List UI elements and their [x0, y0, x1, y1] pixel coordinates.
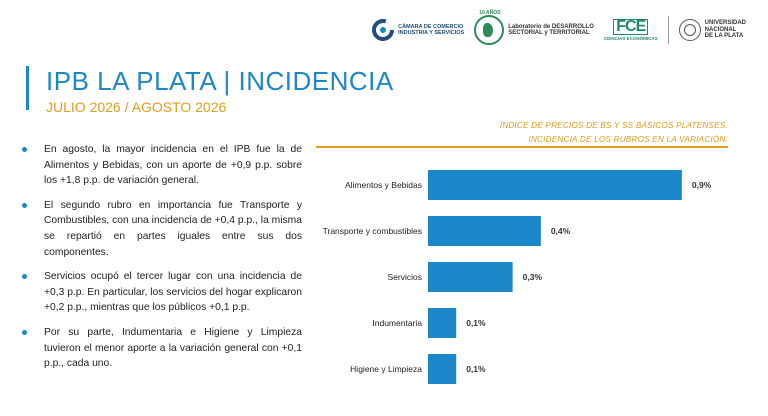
category-label: Servicios	[388, 272, 422, 282]
camara-name-line1: CÁMARA DE COMERCIO	[398, 23, 464, 30]
unlp-logo: UNIVERSIDAD NACIONAL DE LA PLATA	[678, 19, 746, 41]
bullet-item: En agosto, la mayor incidencia en el IPB…	[20, 142, 302, 189]
bar	[428, 262, 513, 292]
bullet-dot	[22, 274, 27, 280]
bar-value-label: 0,1%	[466, 364, 486, 374]
bar-value-label: 0,1%	[466, 318, 486, 328]
laboratorio-logo: 10 AÑOS Laboratorio de DESARROLLO SECTOR…	[474, 10, 594, 45]
bullet-text: Por su parte, Indumentaria e Higiene y L…	[44, 326, 302, 370]
category-label: Indumentaria	[372, 318, 422, 328]
camara-logo: CÁMARA DE COMERCIO INDUSTRIA Y SERVICIOS	[372, 19, 464, 41]
bullet-text: En agosto, la mayor incidencia en el IPB…	[44, 144, 302, 187]
camara-icon	[372, 19, 395, 41]
chart-title-rule	[316, 146, 728, 148]
lab-name-line1: Laboratorio de DESARROLLO	[508, 23, 594, 30]
bar	[428, 216, 541, 246]
lab-years-label: 10 AÑOS	[479, 10, 501, 16]
bullet-text: El segundo rubro en importancia fue Tran…	[44, 199, 302, 258]
bullet-dot	[22, 147, 27, 152]
laboratorio-icon: 10 AÑOS	[474, 10, 505, 45]
title-accent-bar	[26, 66, 29, 110]
page-title: IPB LA PLATA | INCIDENCIA	[46, 66, 394, 96]
bullet-dot	[22, 202, 27, 208]
fce-subtitle: CIENCIAS ECONÓMICAS	[603, 36, 658, 41]
bullet-item: El segundo rubro en importancia fue Tran…	[20, 198, 302, 260]
header-logos: CÁMARA DE COMERCIO INDUSTRIA Y SERVICIOS…	[372, 10, 746, 46]
category-label: Alimentos y Bebidas	[345, 180, 422, 190]
bullet-list: En agosto, la mayor incidencia en el IPB…	[20, 142, 302, 381]
chart-title-line1: ÍNDICE DE PRECIOS DE BS Y SS BÁSICOS PLA…	[499, 121, 728, 130]
category-label: Higiene y Limpieza	[350, 364, 422, 374]
page-subtitle: JULIO 2026 / AGOSTO 2026	[46, 99, 227, 115]
bar	[428, 308, 457, 338]
lab-name-line2: SECTORIAL y TERRITORIAL	[508, 30, 590, 36]
fce-logo: FCE CIENCIAS ECONÓMICAS	[603, 19, 658, 42]
chart-title: ÍNDICE DE PRECIOS DE BS Y SS BÁSICOS PLA…	[500, 119, 728, 147]
bullet-item: Por su parte, Indumentaria e Higiene y L…	[20, 325, 302, 372]
incidence-bar-chart: Alimentos y Bebidas 0,9% Transporte y comb…	[323, 170, 712, 384]
bar-value-label: 0,3%	[523, 272, 543, 282]
unlp-name-line2: NACIONAL	[704, 26, 737, 33]
bar-value-label: 0,4%	[551, 226, 571, 236]
camara-name-line2: INDUSTRIA Y SERVICIOS	[398, 30, 465, 36]
bar	[428, 354, 457, 384]
bar	[428, 170, 682, 200]
bullet-item: Servicios ocupó el tercer lugar con una …	[20, 269, 302, 316]
chart-title-line2: INCIDENCIA DE LOS RUBROS EN LA VARIACIÓN…	[528, 135, 728, 144]
bullet-text: Servicios ocupó el tercer lugar con una …	[44, 271, 302, 314]
unlp-name-line3: DE LA PLATA	[704, 33, 744, 40]
logo-divider	[667, 16, 669, 44]
category-label: Transporte y combustibles	[323, 226, 422, 236]
bullet-dot	[22, 329, 27, 335]
fce-mark: FCE	[613, 19, 649, 35]
bar-value-label: 0,9%	[692, 180, 712, 190]
unlp-seal-icon	[678, 19, 701, 41]
unlp-name-line1: UNIVERSIDAD	[704, 20, 746, 27]
